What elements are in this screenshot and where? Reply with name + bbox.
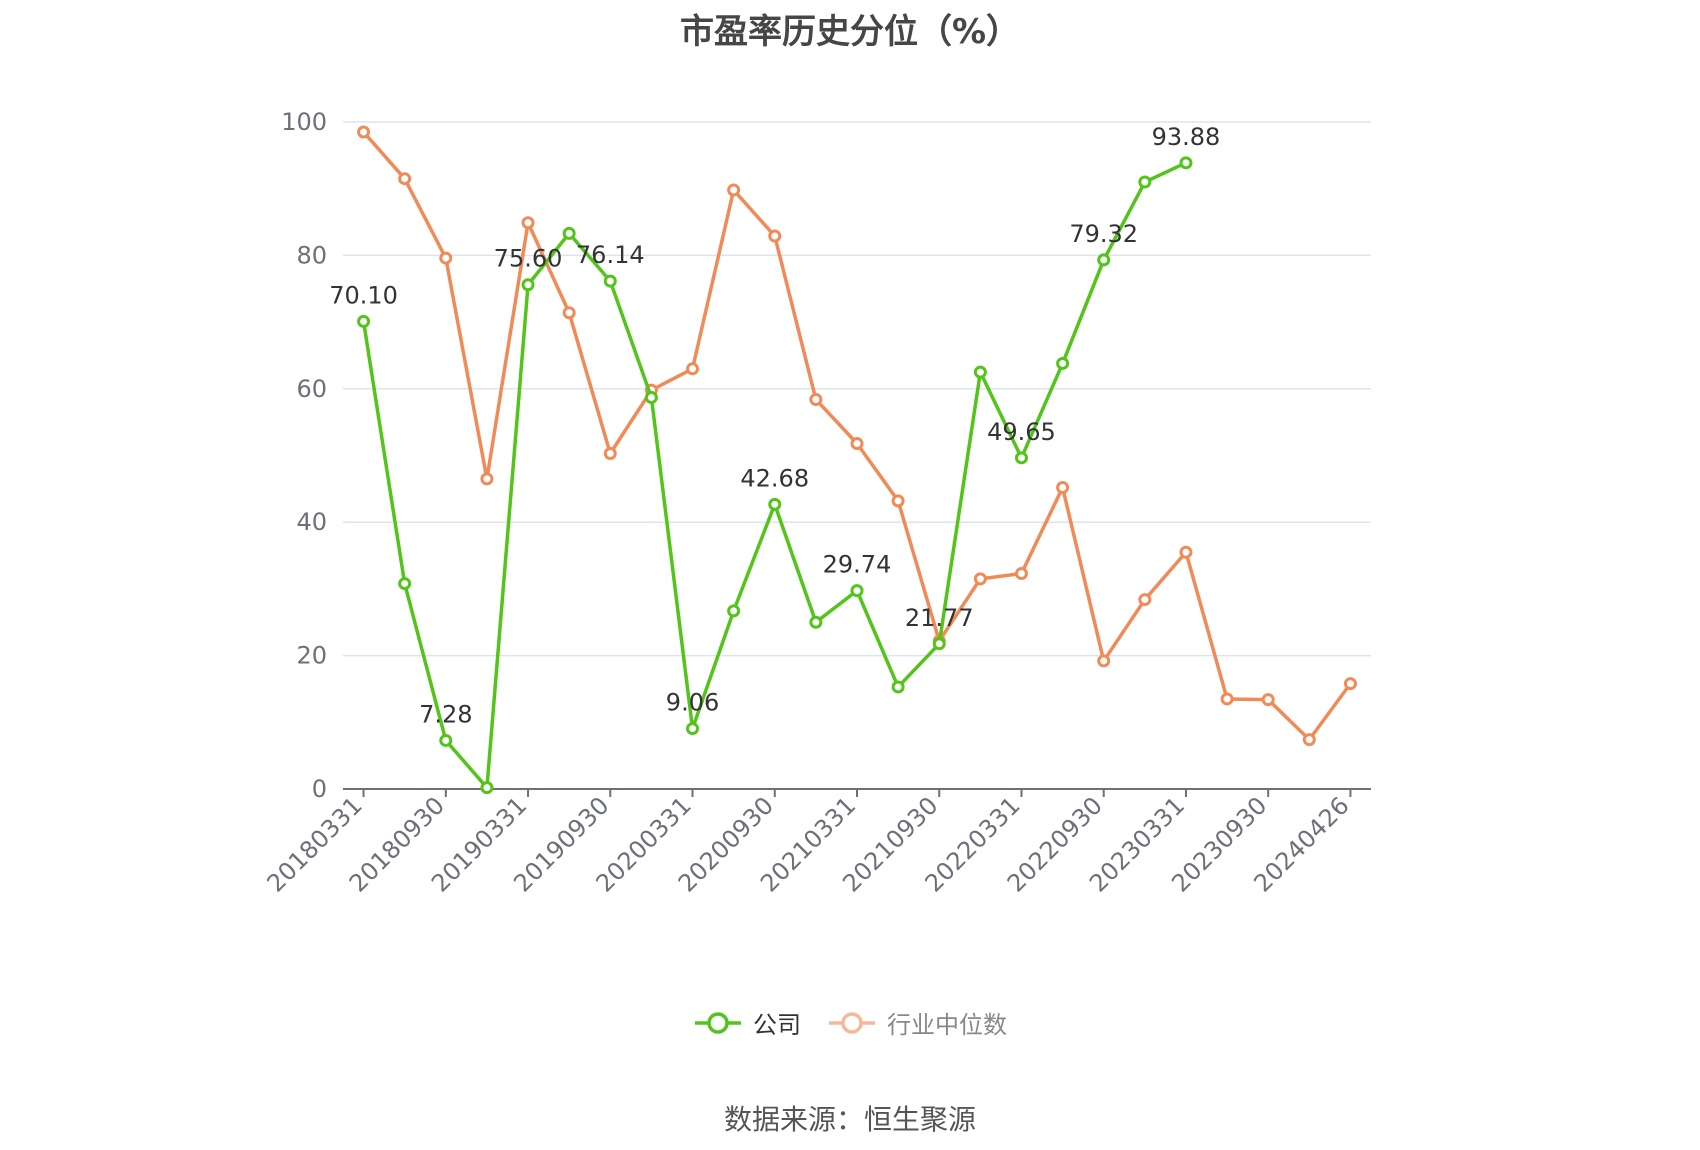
grid-lines [343,121,1371,657]
data-label: 76.14 [576,241,645,269]
legend: 公司 行业中位数 [0,1005,1700,1040]
data-point [727,604,741,618]
data-point [1014,451,1028,465]
data-point [932,637,946,651]
data-point [850,584,864,598]
legend-swatch-icon [829,1011,875,1034]
data-point [1138,175,1152,189]
series-lines [357,125,1357,795]
data-point [891,680,905,694]
series-line [362,130,1352,742]
data-labels: 70.10 7.28 75.60 76.14 9.06 42.68 29.74 21.77 49… [329,123,1220,729]
data-point [439,733,453,747]
data-point [1097,654,1111,668]
y-tick-label: 20 [296,642,327,670]
data-point [809,615,823,629]
data-point [1220,692,1234,706]
data-point [357,125,371,139]
data-point [1056,356,1070,370]
legend-swatch-icon [695,1011,741,1034]
data-point [521,216,535,230]
data-point [398,172,412,186]
legend-item-company[interactable]: 公司 [693,1005,801,1040]
data-point [1343,677,1357,691]
data-point [480,781,494,795]
source-note: 数据来源：恒生聚源 [723,1103,976,1136]
series-industry-median [357,125,1357,747]
y-tick-label: 80 [296,241,327,269]
data-point [1179,156,1193,170]
data-point [521,278,535,292]
data-point [891,494,905,508]
data-point [1014,567,1028,581]
data-point [727,183,741,197]
data-point [562,306,576,320]
legend-item-industry-median[interactable]: 行业中位数 [827,1005,1007,1040]
y-tick-label: 60 [296,375,327,403]
chart-plot: 0204060801002018033120180930201903312019… [262,108,1371,898]
data-point [809,392,823,406]
data-point [686,722,700,736]
legend-label: 行业中位数 [887,1011,1007,1039]
data-point [644,390,658,404]
data-point [439,251,453,265]
data-label: 70.10 [329,281,398,309]
y-tick-label: 40 [296,508,327,536]
legend-label: 公司 [753,1011,801,1039]
data-point [562,226,576,240]
series-company [357,156,1193,795]
chart-title: 市盈率历史分位（%） [679,12,1021,52]
data-point [398,577,412,591]
data-point [480,472,494,486]
data-label: 21.77 [905,604,974,632]
y-tick-label: 0 [312,775,327,803]
data-label: 7.28 [419,700,472,728]
data-point [1302,733,1316,747]
data-point [1179,545,1193,559]
data-point [768,497,782,511]
y-tick-label: 100 [281,108,327,136]
data-point [603,274,617,288]
data-label: 29.74 [823,551,892,579]
data-point [357,314,371,328]
data-point [1056,481,1070,495]
data-label: 42.68 [740,464,809,492]
data-point [686,362,700,376]
data-label: 93.88 [1152,123,1221,151]
data-point [973,365,987,379]
data-point [1138,593,1152,607]
data-point [1261,693,1275,707]
data-label: 9.06 [666,689,719,717]
data-point [603,446,617,460]
data-label: 75.60 [494,245,563,273]
data-point [973,572,987,586]
data-label: 49.65 [987,418,1056,446]
data-label: 79.32 [1069,220,1138,248]
data-point [768,229,782,243]
data-point [1097,253,1111,267]
data-point [850,436,864,450]
